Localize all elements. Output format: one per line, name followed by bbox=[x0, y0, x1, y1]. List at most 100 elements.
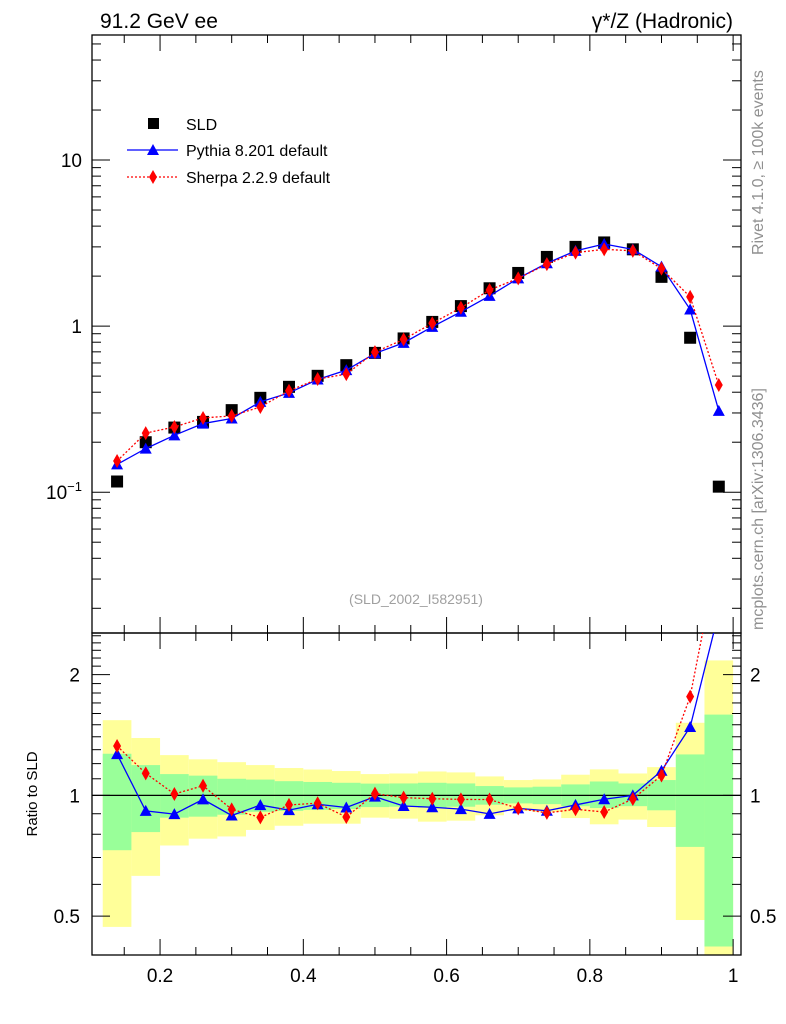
stat-band-bin bbox=[102, 753, 132, 851]
x-tick-label: 0.8 bbox=[577, 966, 603, 987]
pythia-ratio-point bbox=[426, 801, 439, 813]
sherpa-ratio-point bbox=[113, 739, 122, 754]
sherpa-ratio-point bbox=[170, 786, 179, 801]
sherpa-point bbox=[227, 408, 236, 423]
triangle-marker-icon bbox=[147, 144, 159, 155]
ratio-y-tick-label-right: 2 bbox=[750, 666, 761, 687]
y-tick-label: 1 bbox=[71, 317, 82, 338]
pythia-ratio-point bbox=[397, 800, 410, 812]
sherpa-point bbox=[342, 367, 351, 382]
pythia-ratio-point bbox=[254, 799, 267, 811]
pythia-point bbox=[139, 442, 152, 454]
ratio-y-tick-label-left: 2 bbox=[69, 666, 80, 687]
sherpa-point bbox=[370, 345, 379, 360]
sherpa-point bbox=[399, 332, 408, 347]
sherpa-ratio-point bbox=[657, 768, 666, 783]
ratio-uncertainty-bands bbox=[102, 660, 734, 955]
ratio-plot-frame bbox=[91, 632, 742, 956]
sherpa-point bbox=[714, 378, 723, 393]
sherpa-point bbox=[141, 426, 150, 441]
header-right: γ*/Z (Hadronic) bbox=[592, 10, 733, 33]
pythia-ratio-point bbox=[139, 804, 152, 816]
ratio-ylabel: Ratio to SLD bbox=[24, 751, 41, 836]
pythia-ratio-point bbox=[598, 793, 611, 805]
sherpa-ratio-point bbox=[370, 786, 379, 801]
sherpa-ratio-point bbox=[542, 805, 551, 820]
sherpa-point bbox=[628, 243, 637, 258]
sherpa-point bbox=[542, 257, 551, 272]
x-tick-label: 0.2 bbox=[147, 966, 173, 987]
sherpa-ratio-point bbox=[141, 766, 150, 781]
pythia-point bbox=[712, 404, 725, 416]
pythia-ratio-line bbox=[116, 633, 715, 817]
diamond-marker-icon bbox=[149, 170, 157, 184]
ratio-y-tick-label-left: 0.5 bbox=[54, 907, 80, 928]
sld-point bbox=[540, 250, 553, 263]
sherpa-ratio-point bbox=[456, 792, 465, 807]
sherpa-ratio-point bbox=[399, 790, 408, 805]
sherpa-ratio-point bbox=[428, 791, 437, 806]
ratio-y-tick-label-right: 0.5 bbox=[750, 907, 776, 928]
sherpa-point bbox=[256, 399, 265, 414]
sld-point bbox=[655, 270, 668, 283]
legend-item-sld: SLD bbox=[148, 117, 217, 134]
sherpa-ratio-point bbox=[199, 778, 208, 793]
ratio-y-tick-label-left: 1 bbox=[69, 786, 80, 807]
sherpa-point bbox=[657, 261, 666, 276]
legend-item-pythia: Pythia 8.201 default bbox=[127, 143, 328, 160]
sherpa-ratio-point bbox=[485, 792, 494, 807]
sherpa-point bbox=[313, 372, 322, 387]
sld-point bbox=[139, 436, 152, 449]
sherpa-point bbox=[284, 383, 293, 398]
sherpa-point bbox=[571, 245, 580, 260]
legend: SLD Pythia 8.201 default Sherpa 2.2.9 de… bbox=[127, 117, 331, 187]
legend-label: SLD bbox=[186, 117, 217, 134]
watermark: (SLD_2002_I582951) bbox=[349, 591, 483, 607]
sherpa-ratio-point bbox=[284, 797, 293, 812]
y-tick-label: 10 bbox=[61, 151, 82, 172]
header-left: 91.2 GeV ee bbox=[100, 10, 218, 33]
sherpa-point bbox=[686, 289, 695, 304]
sherpa-ratio-point bbox=[227, 802, 236, 817]
pythia-ratio-point bbox=[483, 807, 496, 819]
sld-point bbox=[712, 480, 725, 493]
pythia-ratio-point bbox=[454, 803, 467, 815]
sherpa-ratio-point bbox=[342, 810, 351, 825]
sherpa-ratio-point bbox=[313, 796, 322, 811]
sld-point bbox=[111, 475, 124, 488]
axes: 0.2 0.4 0.6 0.8 1 10 1 10−1 2 2 1 1 0.5 0.5 bbox=[46, 34, 776, 987]
sherpa-ratio-point bbox=[571, 802, 580, 817]
square-marker-icon bbox=[148, 118, 159, 129]
pythia-ratio-point bbox=[168, 808, 181, 820]
x-tick-label: 0.6 bbox=[433, 966, 459, 987]
ratio-y-tick-label-right: 1 bbox=[750, 786, 761, 807]
pythia-ratio-point bbox=[111, 748, 124, 760]
pythia-line bbox=[116, 243, 720, 465]
stat-band-bin bbox=[704, 714, 734, 947]
sherpa-point bbox=[600, 242, 609, 257]
legend-item-sherpa: Sherpa 2.2.9 default bbox=[127, 170, 331, 187]
exponent: −1 bbox=[67, 479, 82, 494]
stat-band-bin bbox=[675, 754, 705, 847]
sherpa-ratio-point bbox=[600, 804, 609, 819]
side-label-rivet: Rivet 4.1.0, ≥ 100k events bbox=[750, 70, 767, 255]
legend-label: Pythia 8.201 default bbox=[186, 143, 328, 160]
sld-point bbox=[684, 331, 697, 344]
pythia-point bbox=[168, 429, 181, 441]
x-tick-label: 1 bbox=[728, 966, 739, 987]
sherpa-point bbox=[113, 454, 122, 469]
sherpa-ratio-point bbox=[686, 689, 695, 704]
y-tick-label: 10−1 bbox=[46, 479, 82, 504]
pythia-point bbox=[684, 303, 697, 315]
legend-label: Sherpa 2.2.9 default bbox=[186, 170, 331, 187]
sherpa-point bbox=[428, 316, 437, 331]
sherpa-line bbox=[116, 248, 720, 462]
sherpa-ratio-point bbox=[514, 801, 523, 816]
x-tick-label: 0.4 bbox=[290, 966, 317, 987]
pythia-ratio-point bbox=[684, 721, 697, 733]
sherpa-ratio-point bbox=[256, 810, 265, 825]
sherpa-ratio-point bbox=[628, 792, 637, 807]
sherpa-point bbox=[170, 419, 179, 434]
series-layer bbox=[111, 236, 725, 825]
